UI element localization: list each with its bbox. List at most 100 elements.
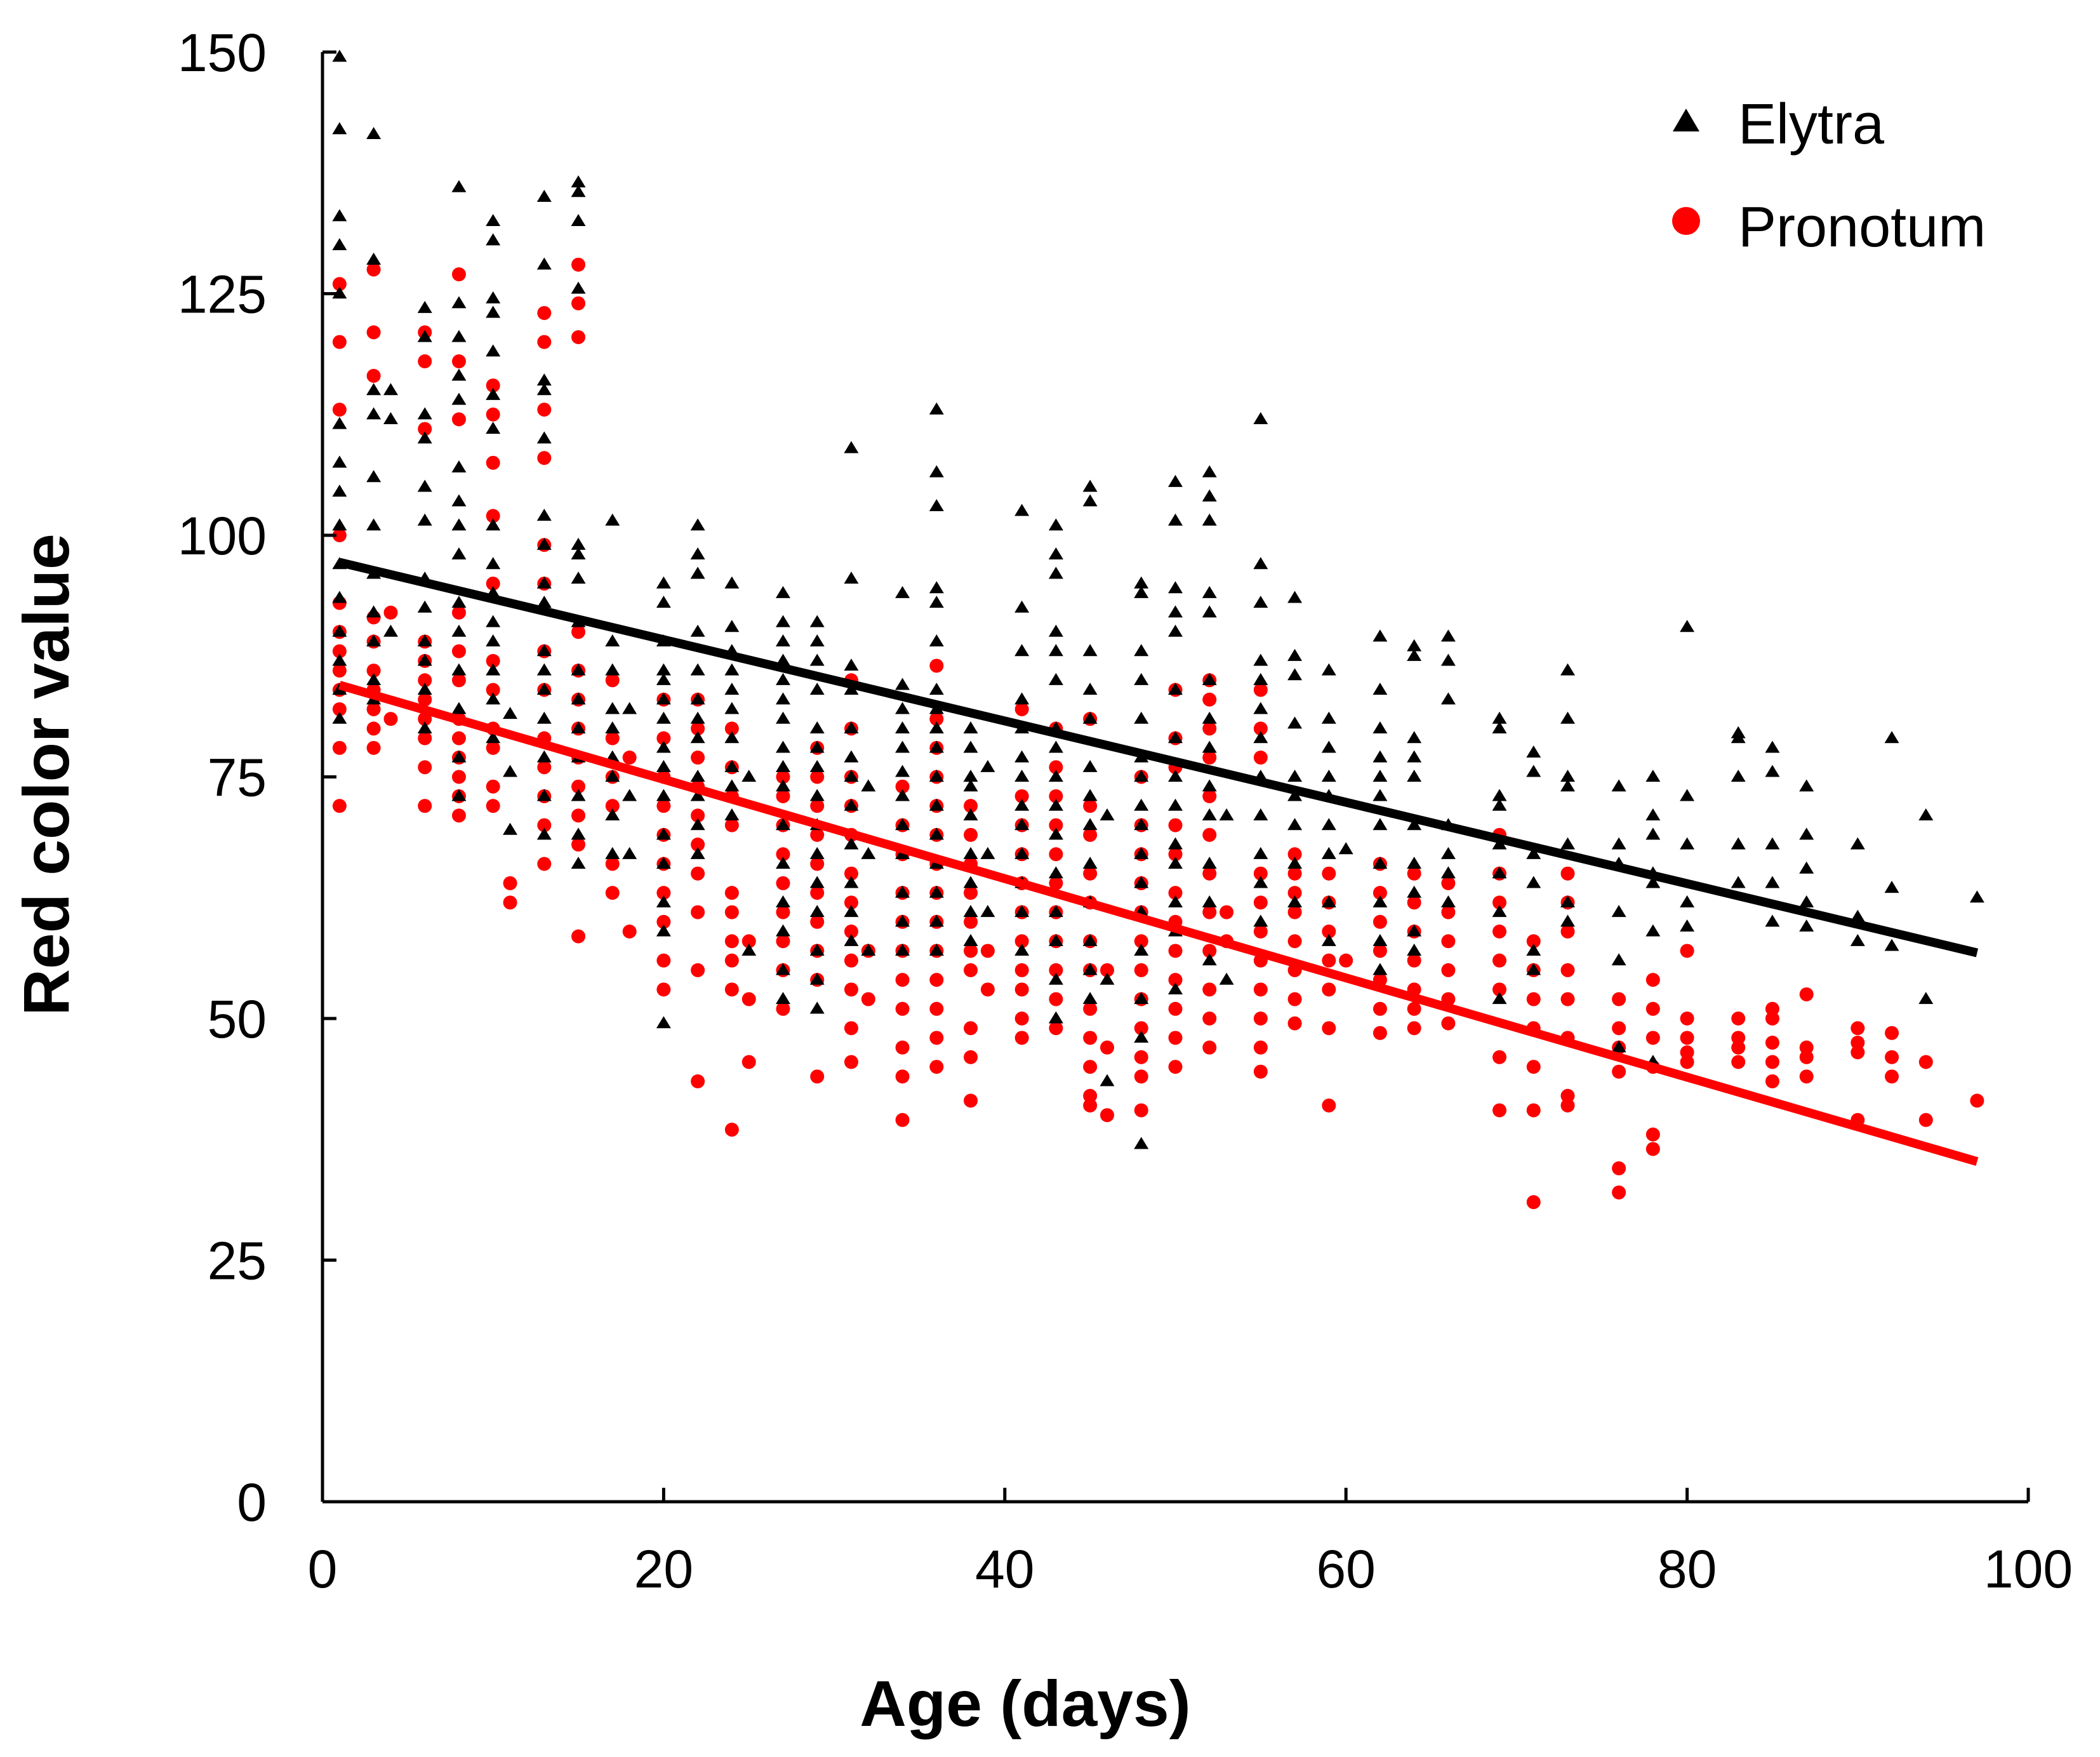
elytra-point: [929, 798, 944, 811]
elytra-point: [1048, 972, 1063, 985]
pronotum-point: [1287, 886, 1302, 900]
pronotum-point: [964, 799, 978, 813]
pronotum-point: [1083, 1088, 1098, 1103]
pronotum-point: [1851, 1021, 1865, 1036]
elytra-point: [1492, 866, 1507, 879]
pronotum-point: [332, 644, 347, 658]
elytra-point: [1048, 798, 1063, 811]
elytra-point: [1680, 895, 1695, 907]
elytra-point: [861, 779, 876, 792]
pronotum-point: [1799, 1050, 1814, 1064]
elytra-point: [929, 683, 944, 695]
pronotum-point: [1322, 1098, 1336, 1112]
elytra-point: [1560, 914, 1576, 927]
pronotum-point: [1492, 925, 1507, 939]
elytra-point: [536, 596, 552, 608]
pronotum-point: [1253, 683, 1268, 697]
elytra-point: [536, 644, 552, 657]
elytra-point: [1134, 770, 1149, 782]
elytra-point: [1765, 876, 1780, 888]
pronotum-point: [1049, 963, 1063, 977]
elytra-point: [1202, 585, 1217, 598]
elytra-point: [1645, 876, 1661, 888]
elytra-point: [1168, 474, 1183, 487]
elytra-point: [451, 180, 467, 192]
elytra-point: [690, 663, 705, 676]
pronotum-point: [332, 528, 347, 542]
pronotum-point: [1322, 866, 1336, 881]
elytra-point: [536, 789, 552, 801]
elytra-point: [844, 837, 859, 850]
elytra-point: [1202, 808, 1217, 820]
elytra-point: [1048, 933, 1063, 946]
elytra-point: [605, 770, 620, 782]
pronotum-point: [486, 455, 500, 470]
pronotum-point: [332, 740, 347, 755]
elytra-point: [724, 702, 740, 714]
elytra-point: [1168, 581, 1183, 594]
pronotum-point: [895, 779, 910, 794]
elytra-point: [656, 924, 671, 937]
elytra-point: [1611, 953, 1626, 966]
elytra-point: [1407, 648, 1422, 661]
elytra-point: [417, 634, 432, 647]
elytra-point: [929, 634, 944, 647]
pronotum-point: [929, 973, 944, 987]
elytra-point: [1100, 972, 1115, 985]
elytra-point: [775, 857, 790, 869]
pronotum-point: [1049, 1021, 1063, 1036]
elytra-point: [1645, 808, 1661, 820]
elytra-point: [1287, 668, 1303, 681]
pronotum-point: [383, 605, 398, 620]
pronotum-point: [1083, 1060, 1098, 1074]
elytra-point: [486, 422, 501, 434]
pronotum-point: [571, 929, 586, 944]
elytra-point: [844, 770, 859, 782]
pronotum-point: [1202, 692, 1217, 707]
pronotum-point: [1885, 1050, 1899, 1064]
elytra-point: [571, 789, 586, 801]
elytra-point: [1492, 798, 1507, 811]
elytra-point: [1253, 846, 1268, 859]
elytra-point: [980, 759, 995, 772]
elytra-point: [417, 721, 432, 733]
elytra-point: [775, 672, 790, 685]
pronotum-point: [605, 731, 620, 745]
pronotum-point: [844, 1055, 858, 1069]
pronotum-point: [810, 827, 825, 842]
elytra-point: [1168, 731, 1183, 744]
elytra-point: [809, 846, 825, 859]
elytra-point: [775, 711, 790, 724]
pronotum-point: [1168, 1031, 1183, 1045]
elytra-point: [1287, 895, 1303, 907]
pronotum-point: [537, 451, 552, 465]
elytra-point: [1048, 518, 1063, 531]
pronotum-point: [1253, 895, 1268, 910]
elytra-point: [1202, 489, 1217, 502]
pronotum-point: [1680, 944, 1694, 958]
elytra-point: [775, 818, 790, 831]
elytra-point: [861, 846, 876, 859]
elytra-point: [1202, 895, 1217, 907]
elytra-point: [963, 740, 978, 753]
elytra-point: [536, 576, 552, 589]
pronotum-point: [724, 953, 739, 968]
pronotum-point: [656, 982, 671, 997]
elytra-point: [929, 770, 944, 782]
pronotum-point: [1799, 1040, 1814, 1055]
pronotum-point: [366, 664, 381, 678]
pronotum-point: [691, 751, 705, 765]
pronotum-point: [451, 412, 466, 427]
pronotum-point: [1014, 1012, 1029, 1025]
pronotum-point: [810, 914, 825, 929]
elytra-point: [809, 634, 825, 647]
elytra-point: [1202, 672, 1217, 685]
pronotum-point: [1799, 987, 1814, 1001]
pronotum-point: [1407, 1001, 1421, 1016]
pronotum-point: [741, 992, 756, 1006]
elytra-point: [605, 702, 620, 714]
elytra-point: [451, 330, 467, 342]
pronotum-point: [964, 886, 978, 900]
pronotum-point: [656, 731, 671, 745]
elytra-point: [809, 1001, 825, 1014]
